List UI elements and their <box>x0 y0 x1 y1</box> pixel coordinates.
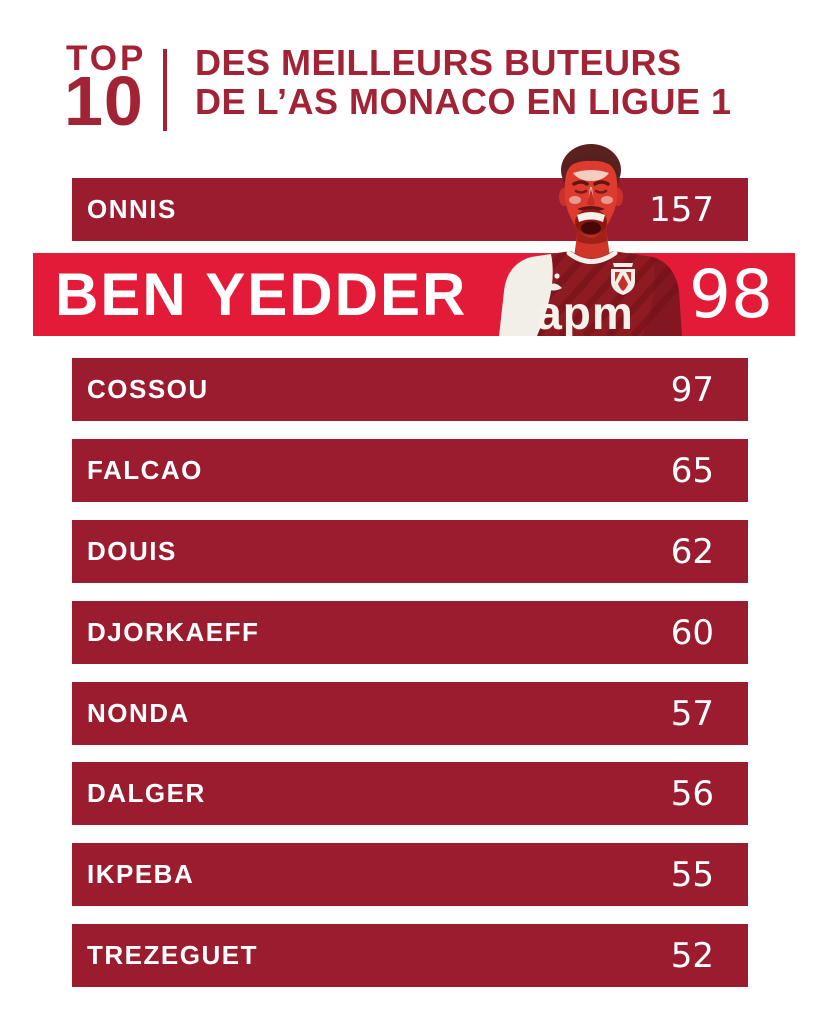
ranking-row: TREZEGUET 52 <box>72 924 748 987</box>
player-name: DJORKAEFF <box>87 617 260 647</box>
player-name: DOUIS <box>87 536 177 566</box>
goals-count: 157 <box>649 189 714 230</box>
jersey-white-panel <box>499 254 553 336</box>
ranking-row: DJORKAEFF 60 <box>72 601 748 664</box>
title-line-1: DES MEILLEURS BUTEURS <box>195 42 682 83</box>
player-mustache <box>577 206 605 212</box>
player-mouth-open <box>575 209 607 237</box>
goals-count: 52 <box>670 935 714 976</box>
goals-count: 60 <box>670 612 714 653</box>
goals-count: 56 <box>670 773 714 814</box>
kappa-logo <box>545 273 562 291</box>
goals-count: 97 <box>670 369 714 410</box>
goals-count: 57 <box>670 693 714 734</box>
goals-count: 62 <box>670 531 714 572</box>
player-name: IKPEBA <box>87 859 195 889</box>
player-head <box>559 144 623 239</box>
player-photo-svg: apm <box>499 144 682 336</box>
top10-badge: TOP 10 <box>64 39 147 140</box>
jersey-collar <box>566 250 618 264</box>
ranking-row: DALGER 56 <box>72 762 748 825</box>
badge-top-text: TOP <box>66 39 147 78</box>
goals-count: 65 <box>670 450 714 491</box>
player-name: TREZEGUET <box>87 940 258 970</box>
goals-count: 98 <box>689 256 773 333</box>
jersey-sponsor-text: apm <box>536 287 634 336</box>
ranking-row: DOUIS 62 <box>72 520 748 583</box>
badge-divider <box>163 49 167 131</box>
player-name: NONDA <box>87 698 190 728</box>
ranking-row: ONNIS 157 <box>72 178 748 241</box>
ranking-row: NONDA 57 <box>72 682 748 745</box>
title-line-2: DE L’AS MONACO EN LIGUE 1 <box>195 81 732 122</box>
player-name: COSSOU <box>87 374 209 404</box>
ranking-row: COSSOU 97 <box>72 358 748 421</box>
player-photo: apm <box>485 143 695 336</box>
player-name: DALGER <box>87 778 206 808</box>
monaco-crest <box>611 263 635 295</box>
goals-count: 55 <box>670 854 714 895</box>
header: TOP 10 DES MEILLEURS BUTEURS DE L’AS MON… <box>0 0 819 140</box>
player-name: ONNIS <box>87 194 177 224</box>
ranking-row: FALCAO 65 <box>72 439 748 502</box>
player-name: BEN YEDDER <box>55 261 468 328</box>
player-name: FALCAO <box>87 455 203 485</box>
ranking-row: IKPEBA 55 <box>72 843 748 906</box>
badge-number: 10 <box>64 62 144 140</box>
page-title: DES MEILLEURS BUTEURS DE L’AS MONACO EN … <box>195 43 732 121</box>
